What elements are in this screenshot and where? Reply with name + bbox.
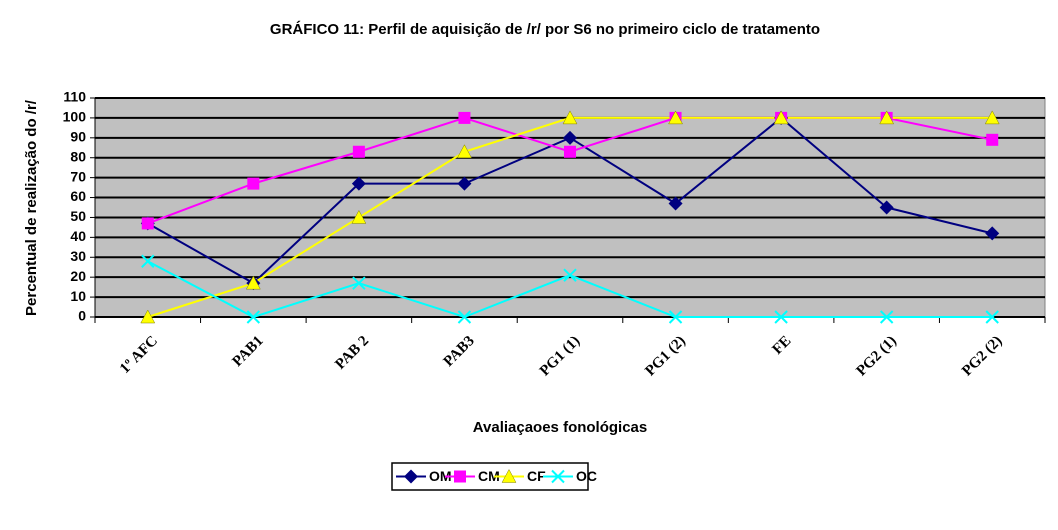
marker: [141, 254, 155, 268]
marker: [564, 145, 576, 158]
marker: [247, 177, 260, 190]
chart-title: GRÁFICO 11: Perfil de aquisição de /r/ p…: [270, 21, 820, 38]
marker: [351, 176, 366, 191]
y-tick-label: 10: [70, 288, 86, 304]
x-tick-label: PAB 2: [332, 333, 372, 373]
x-tick-label: 1º AFC: [117, 333, 161, 377]
marker: [562, 110, 578, 125]
marker: [352, 145, 365, 158]
x-tick-label: PG1 (2): [642, 333, 688, 379]
x-tick-label: PAB1: [230, 333, 267, 370]
y-tick-label: 80: [70, 148, 86, 164]
marker: [985, 226, 1000, 241]
y-tick-label: 70: [70, 168, 86, 184]
y-tick-label: 50: [70, 208, 86, 224]
marker: [879, 200, 894, 215]
marker: [773, 110, 789, 125]
marker: [454, 470, 466, 483]
marker: [668, 196, 683, 211]
marker: [668, 110, 683, 125]
marker: [457, 310, 472, 324]
marker: [351, 209, 367, 224]
x-tick-label: PG2 (1): [854, 333, 900, 379]
marker: [246, 310, 261, 324]
y-tick-label: 60: [70, 188, 86, 204]
y-axis-label: Percentual de realização do /r/: [23, 99, 40, 316]
marker: [457, 176, 472, 191]
legend-label: OM: [429, 468, 452, 484]
legend: OM CM CF OC: [391, 462, 597, 491]
legend-label: CF: [527, 468, 546, 484]
y-tick-label: 0: [78, 308, 86, 324]
marker: [457, 144, 472, 159]
y-tick-label: 40: [70, 228, 86, 244]
marker: [501, 468, 517, 483]
marker: [245, 275, 261, 290]
y-tick-label: 100: [63, 109, 87, 125]
marker: [141, 217, 154, 230]
y-tick-label: 20: [70, 268, 86, 284]
marker: [879, 110, 895, 125]
x-tick-label: FE: [769, 333, 794, 358]
marker: [774, 310, 788, 324]
marker: [986, 133, 999, 146]
x-axis-label: Avaliaçaoes fonológicas: [473, 419, 648, 436]
x-tick-label: PAB3: [441, 333, 478, 370]
marker: [668, 310, 683, 324]
marker: [563, 130, 577, 145]
marker: [551, 469, 565, 484]
y-tick-label: 90: [70, 129, 86, 145]
marker: [140, 309, 156, 324]
y-tick-label: 110: [63, 89, 86, 105]
marker: [563, 268, 577, 282]
legend-label: OC: [576, 468, 597, 484]
marker: [985, 310, 999, 324]
marker: [352, 276, 366, 290]
marker: [404, 469, 418, 484]
x-tick-label: PG1 (1): [537, 333, 583, 379]
marker: [879, 310, 894, 324]
x-tick-label: PG2 (2): [959, 333, 1005, 379]
legend-label: CM: [478, 468, 500, 484]
marker: [458, 111, 471, 124]
y-tick-label: 30: [70, 248, 86, 264]
marker: [984, 110, 1000, 125]
